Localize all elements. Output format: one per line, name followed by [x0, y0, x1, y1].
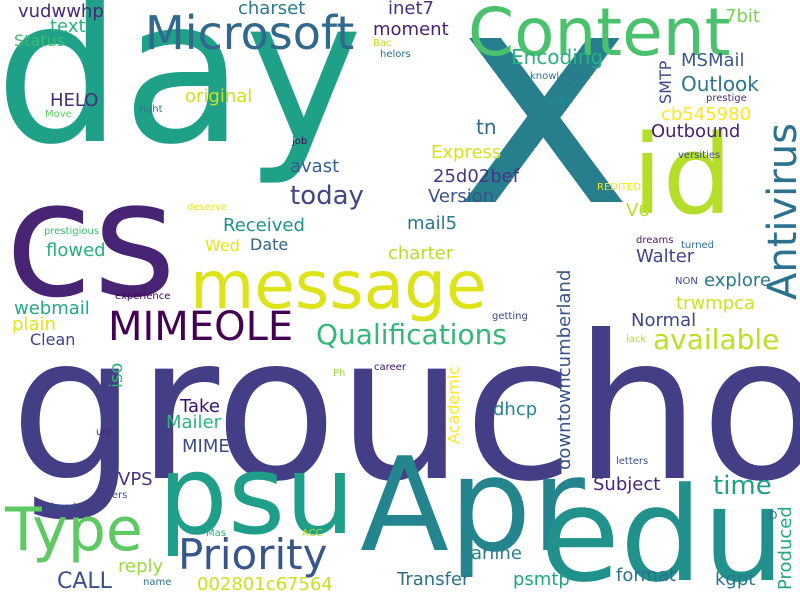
- word-edu: edu: [540, 459, 785, 600]
- word-groucho: groucho: [10, 293, 800, 526]
- word-experience: experience: [115, 291, 171, 302]
- word-reply: reply: [118, 556, 164, 577]
- word-transfer: Transfer: [397, 569, 470, 590]
- word-encoding: Encoding: [511, 45, 604, 69]
- word-outlook: Outlook: [681, 72, 759, 96]
- word-lack: lack: [626, 334, 647, 345]
- word-25d02bef: 25d02bef: [433, 166, 520, 187]
- word-normal: Normal: [631, 310, 697, 331]
- word-explore: explore: [704, 270, 771, 291]
- word-avast: avast: [290, 156, 340, 177]
- word-x: x: [455, 0, 633, 273]
- word-7bit: 7bit: [725, 6, 760, 27]
- word-prestigious: prestigious: [44, 226, 100, 237]
- word-available: available: [653, 323, 780, 356]
- word-bac: Bac: [373, 38, 392, 49]
- word-dhcp: dhcp: [493, 399, 538, 420]
- word-original: original: [185, 86, 253, 107]
- word-charset: charset: [238, 0, 306, 19]
- word-charter: charter: [388, 243, 454, 264]
- word-inet7: inet7: [388, 0, 434, 19]
- word-plain: plain: [12, 314, 56, 335]
- word-knowledge: knowledge: [530, 71, 585, 82]
- word-right: right: [139, 104, 163, 115]
- word-outbound: Outbound: [651, 121, 741, 142]
- word-received: Received: [223, 215, 305, 236]
- word-qualifications: Qualifications: [316, 318, 507, 351]
- word-helors: helors: [380, 49, 411, 60]
- word-non: NON: [675, 276, 698, 287]
- word-deserve: deserve: [187, 202, 228, 213]
- word-mime: MIME: [182, 436, 230, 457]
- word-v6: V6: [626, 200, 650, 221]
- word-cb545980: cb545980: [661, 104, 752, 125]
- word-type: Type: [5, 495, 143, 565]
- word-wed: Wed: [205, 236, 240, 255]
- word-mimeole: MIMEOLE: [108, 304, 294, 350]
- word-text: text: [50, 16, 86, 37]
- word-redited: REDITED: [597, 182, 642, 193]
- word-dreams: dreams: [636, 235, 674, 246]
- word-move: Move: [45, 109, 72, 120]
- word-content: Content: [468, 0, 731, 71]
- word-priority: Priority: [178, 530, 328, 579]
- word-002801c67564: 002801c67564: [197, 574, 333, 595]
- word-turned: turned: [681, 240, 715, 251]
- word-status: Status: [14, 31, 65, 50]
- word-flowed: flowed: [46, 240, 106, 261]
- word-msmail: MSMail: [681, 50, 745, 71]
- word-produced: Produced: [775, 506, 796, 590]
- word-version: Version: [428, 186, 495, 207]
- word-message: message: [190, 247, 487, 324]
- word-apr: Apr: [360, 429, 585, 581]
- word-getting: getting: [492, 311, 528, 322]
- word-id: id: [632, 111, 733, 239]
- word-acc: ACC: [302, 528, 323, 539]
- word-day: day: [0, 0, 363, 189]
- word-cs: cs: [5, 146, 177, 333]
- word-smtp: SMTP: [656, 60, 675, 104]
- word-psu: psu: [158, 431, 355, 559]
- word-d: D: [769, 509, 778, 522]
- word-career: career: [374, 362, 406, 373]
- word-mas: Mas: [206, 528, 226, 539]
- word-clean: Clean: [30, 330, 76, 349]
- word-take: Take: [180, 396, 220, 417]
- word-helo: HELO: [50, 90, 99, 111]
- word-job: job: [292, 136, 308, 147]
- word-versities: versities: [678, 150, 721, 161]
- word-letters: letters: [616, 456, 649, 467]
- word-microsoft: Microsoft: [145, 6, 355, 60]
- word-ahead: ahead: [45, 502, 77, 513]
- word-mailer: Mailer: [166, 412, 222, 433]
- word-academic: Academic: [444, 365, 463, 444]
- word-express: Express: [431, 142, 502, 163]
- word-vudwwhp: vudwwhp: [18, 1, 104, 22]
- word-vps: VPS: [118, 469, 153, 490]
- word-date: Date: [250, 235, 289, 254]
- word-name: name: [143, 577, 172, 588]
- word-today: today: [290, 181, 364, 211]
- word-uni: uni: [96, 427, 112, 438]
- word-psmtp: psmtp: [513, 569, 570, 590]
- word-arline: arline: [471, 543, 522, 564]
- word-iso: iso: [106, 362, 127, 388]
- word-moment: moment: [373, 19, 449, 40]
- word-prestige: prestige: [706, 93, 747, 104]
- word-kgpt: kgpt: [715, 569, 756, 590]
- word-webmail: webmail: [14, 298, 90, 319]
- word-ters: ters: [108, 490, 128, 501]
- word-mail5: mail5: [407, 213, 458, 234]
- word-downtowncumberland: downtowncumberland: [554, 269, 575, 470]
- word-walter: Walter: [636, 246, 695, 267]
- word-trwmpca: trwmpca: [676, 293, 756, 314]
- word-call: CALL: [57, 569, 112, 594]
- word-subject: Subject: [593, 474, 661, 495]
- word-time: time: [713, 471, 772, 501]
- word-ph: Ph: [333, 368, 346, 379]
- word-format: format: [616, 565, 677, 586]
- word-field: field: [544, 96, 566, 107]
- word-tn: tn: [476, 115, 497, 139]
